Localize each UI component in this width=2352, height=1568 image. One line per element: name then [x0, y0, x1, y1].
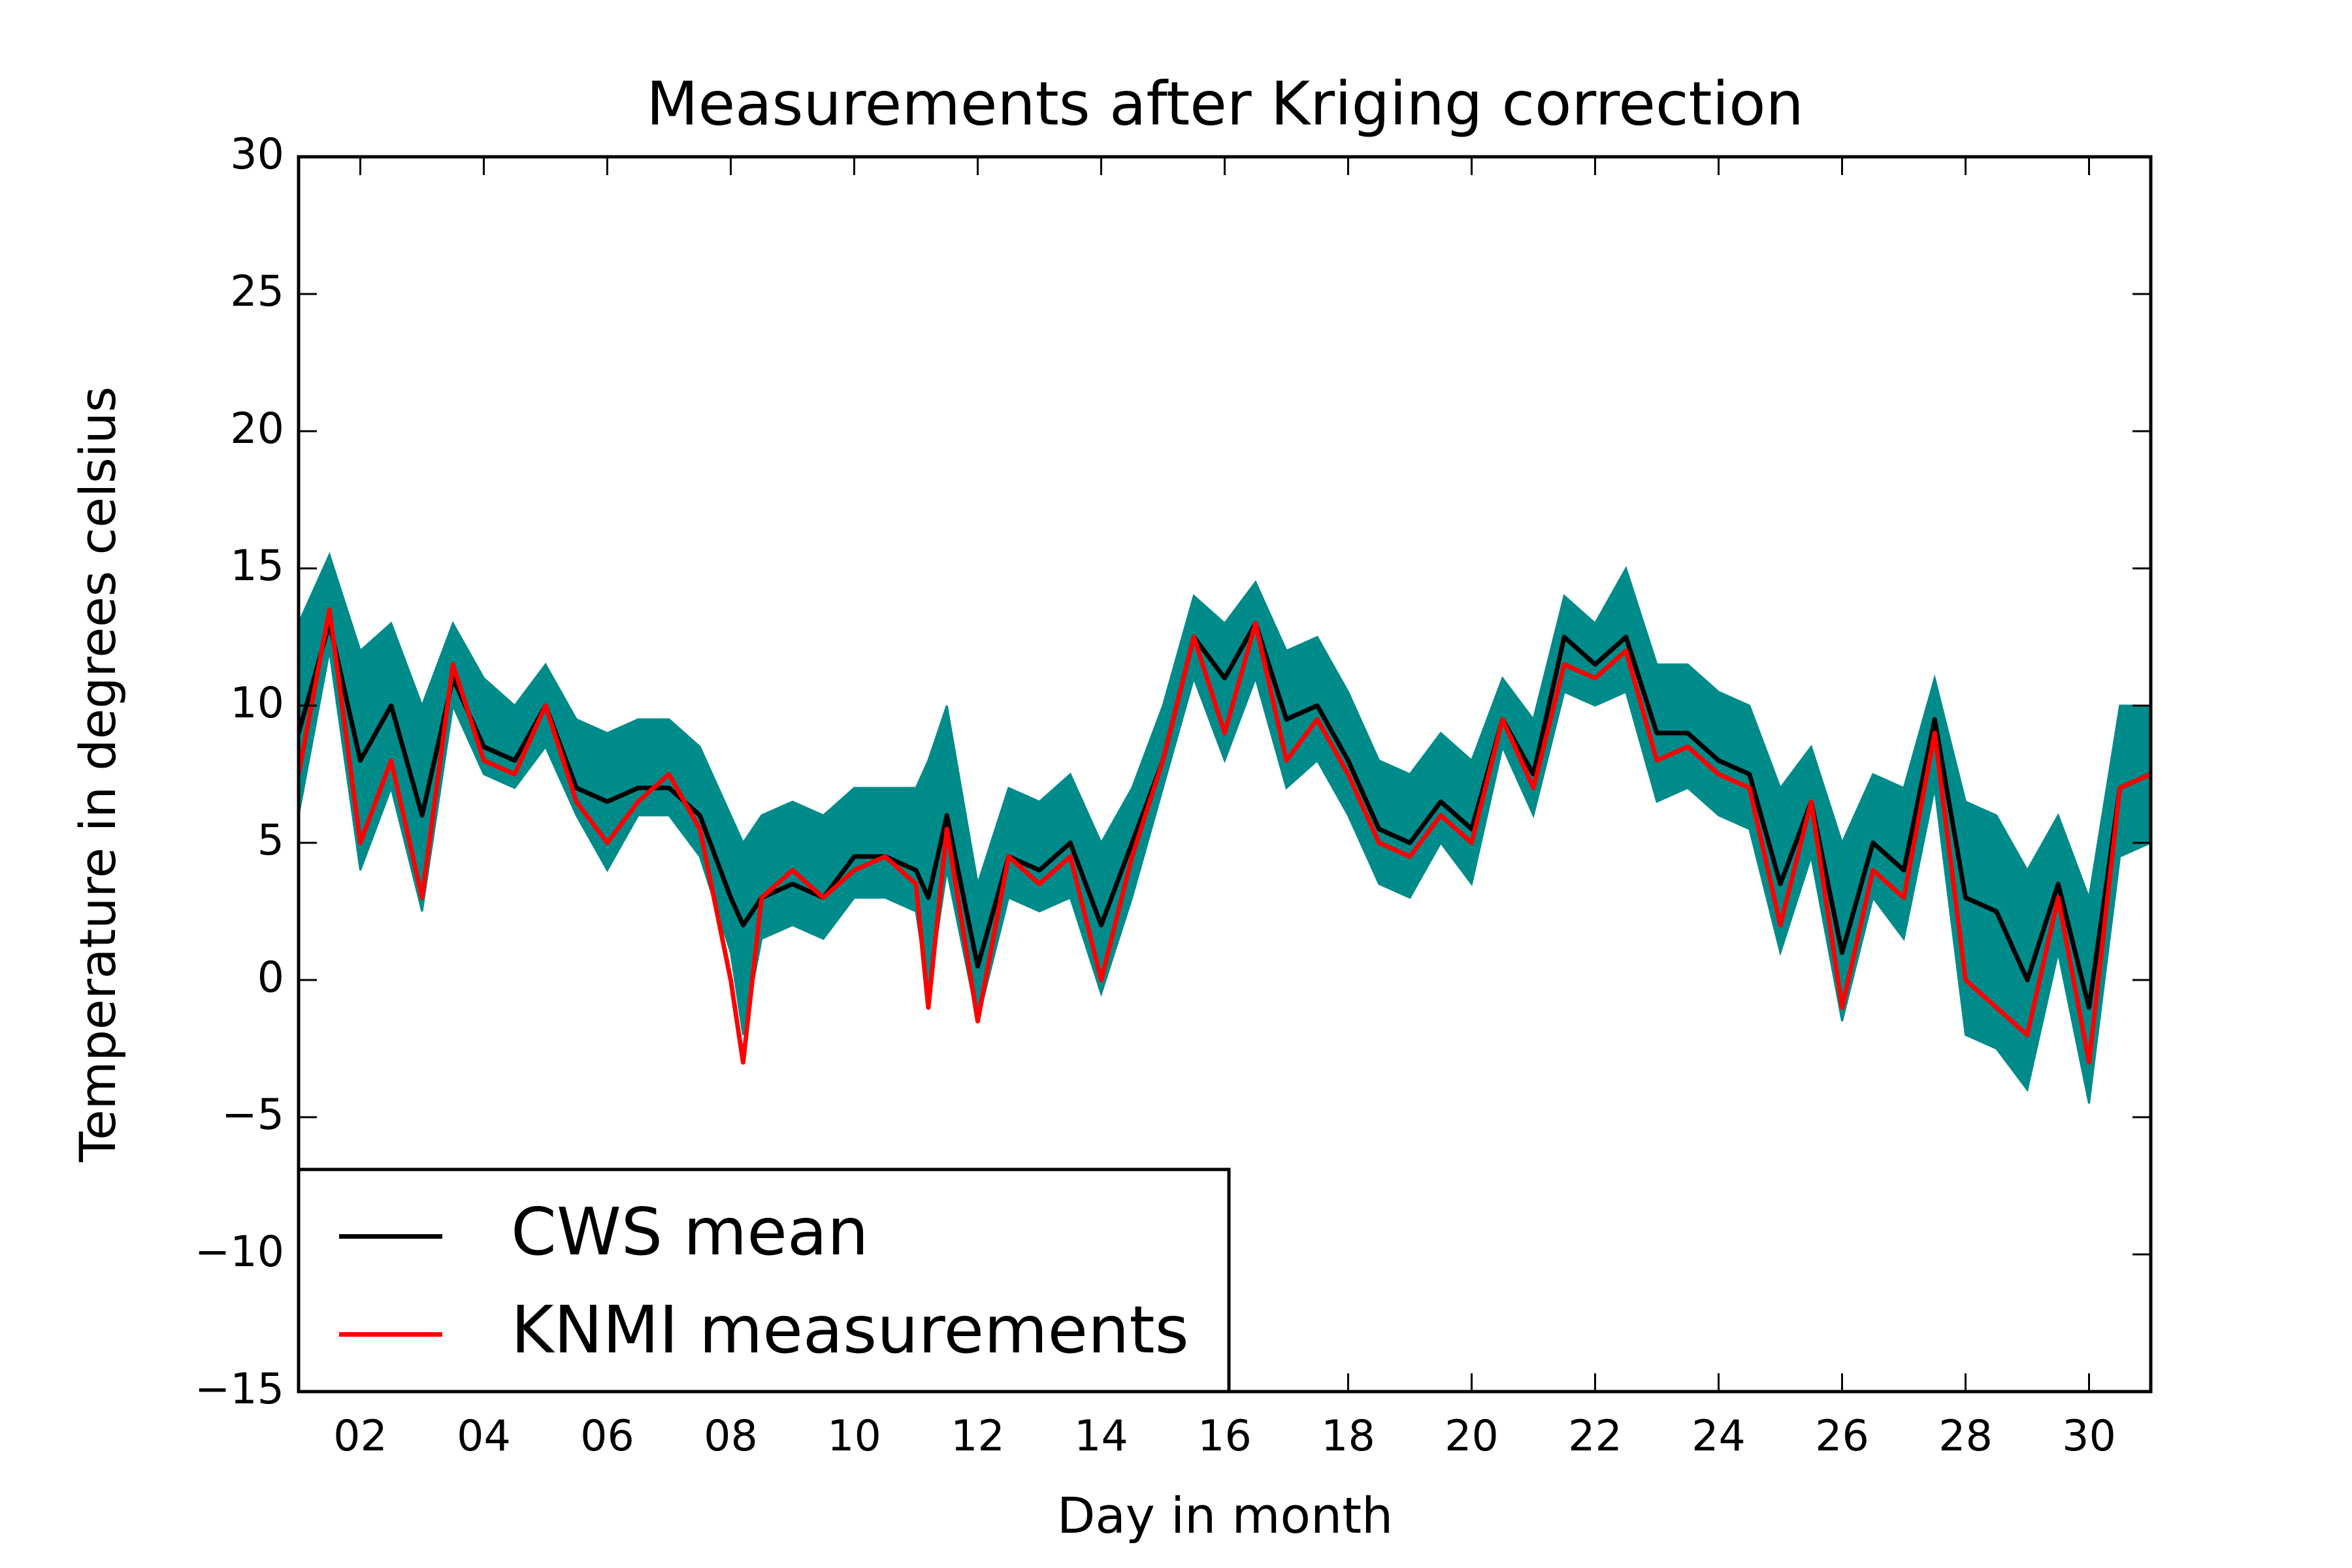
x-tick-label: 08 [704, 1412, 758, 1461]
legend: CWS mean KNMI measurements [297, 1168, 1231, 1394]
y-tick-label: −5 [221, 1090, 284, 1139]
x-tick-label: 02 [333, 1412, 387, 1461]
x-tick-label: 22 [1568, 1412, 1622, 1461]
x-tick-label: 14 [1074, 1412, 1128, 1461]
x-tick-label: 28 [1938, 1412, 1993, 1461]
x-tick-label: 18 [1321, 1412, 1375, 1461]
x-tick-label: 16 [1198, 1412, 1252, 1461]
y-tick-label: 20 [230, 404, 284, 453]
y-tick-label: 15 [230, 542, 284, 591]
x-tick-label: 20 [1445, 1412, 1499, 1461]
y-tick-label: 25 [230, 267, 284, 316]
x-tick-label: 04 [457, 1412, 511, 1461]
legend-box [297, 1168, 1231, 1394]
plot-area [299, 551, 2151, 1104]
spread-band [299, 551, 2151, 1104]
y-tick-label: 5 [257, 816, 284, 865]
y-tick-label: 30 [230, 130, 284, 179]
x-tick-label: 12 [951, 1412, 1005, 1461]
series-line [299, 607, 2151, 1065]
chart-title: Measurements after Kriging correction [646, 69, 1804, 139]
y-tick-label: 0 [257, 953, 284, 1002]
x-tick-label: 06 [580, 1412, 634, 1461]
legend-label: CWS mean [511, 1194, 869, 1270]
x-axis-label: Day in month [1057, 1486, 1393, 1544]
y-tick-label: 10 [230, 679, 284, 728]
x-tick-label: 30 [2062, 1412, 2116, 1461]
y-tick-label: −10 [195, 1228, 284, 1277]
x-tick-label: 26 [1815, 1412, 1869, 1461]
x-tick-label: 24 [1691, 1412, 1746, 1461]
x-tick-label: 10 [827, 1412, 881, 1461]
y-axis-label: Temperature in degrees celsius [69, 386, 127, 1162]
legend-label: KNMI measurements [511, 1292, 1189, 1368]
y-tick-label: −15 [195, 1365, 284, 1414]
